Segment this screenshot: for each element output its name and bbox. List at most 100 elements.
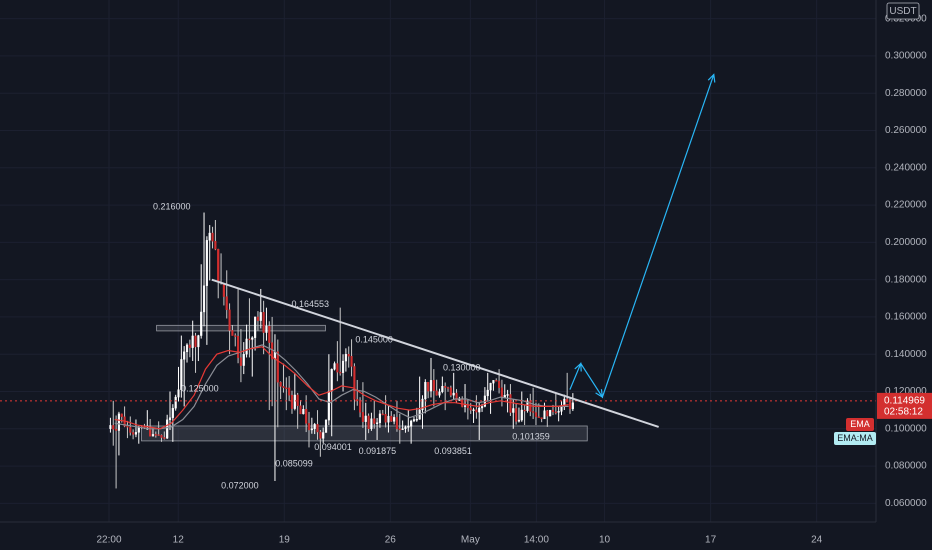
drawings [211,73,716,428]
candle-body [211,232,214,242]
candle-body [500,387,503,399]
candle-body [407,426,410,428]
candle-body [512,408,515,413]
candle-body [367,415,370,429]
support-zone[interactable] [141,425,588,442]
candle-body [194,335,197,348]
candle-body [358,400,362,413]
legend-ema-ma-label: EMA:MA [837,433,873,443]
candle-body [276,351,279,383]
candle-body [543,410,546,420]
candle-body [350,356,353,367]
candle-body [466,405,469,409]
candle-body [171,408,174,418]
candle-body [310,428,313,431]
candle-body [245,338,248,355]
candle-body [461,398,464,407]
candle-body [151,434,155,437]
descending-trendline[interactable] [211,278,659,428]
candle-body [424,381,427,400]
candle-body [180,359,183,390]
candle-body [288,387,291,396]
candle-body [188,344,191,348]
candle-body [234,335,237,337]
candle-body [302,409,305,415]
candle-body [376,422,379,424]
price-tick-label: 0.180000 [885,274,927,285]
candle-body [109,425,112,429]
price-tick-label: 0.060000 [885,498,927,509]
candle-body [446,387,450,389]
candle-body [421,398,424,411]
candle-body [381,413,384,416]
candle-body [486,389,489,397]
candle-body [222,283,225,297]
candle-body [319,431,322,439]
price-tick-label: 0.200000 [885,237,927,248]
candle-body [361,412,364,422]
candle-body [444,386,447,388]
candle-body [168,417,172,421]
price-tick-label: 0.120000 [885,386,927,397]
candle-body [322,432,325,439]
candle-body [393,417,396,422]
price-annotation-ann-093: 0.093851 [434,446,472,456]
price-tick-label: 0.160000 [885,312,927,323]
candle-body [568,401,572,410]
candle-body [398,428,401,431]
candle-body [248,338,251,341]
indicator-lines [0,344,876,430]
candle-body [353,366,356,400]
ema-line [114,346,569,430]
candle-body [208,232,211,241]
candle-body [202,285,206,313]
price-annotation-ann-085: 0.085099 [275,458,313,468]
candle-body [404,426,407,429]
currency-tag[interactable]: USDT [886,2,920,20]
time-tick-label: 10 [599,535,611,546]
time-tick-label: 22:00 [96,535,121,546]
candle-body [228,309,231,331]
candle-body [554,411,557,414]
candle-body [285,387,288,390]
price-annotation-ann-101: 0.101359 [512,432,550,442]
candle-body [546,410,549,417]
price-tick-label: 0.080000 [885,461,927,472]
candle-body [523,409,526,412]
candle-body [239,357,242,366]
price-annotation-ann-216: 0.216000 [153,201,191,211]
legend: EMA EMA:MA [834,418,876,445]
candle-body [117,413,121,431]
time-tick-label: 12 [173,535,185,546]
candle-body [242,354,245,366]
price-annotation-ann-094a: 0.094001 [314,442,352,452]
candle-body [515,408,518,422]
candle-body [534,412,538,417]
candle-body [435,390,438,396]
currency-tag-box [886,2,920,20]
time-axis[interactable]: 22:00 12 19 26 May 14:00 10 17 24 [96,535,822,546]
candle-body [571,402,574,410]
candle-body [356,399,359,402]
candle-body [463,405,467,407]
candle-body [129,426,132,433]
candle-body [237,335,240,358]
candle-body [251,337,254,340]
candle-body [347,354,350,357]
current-price-countdown: 02:58:12 [884,407,923,418]
candle-body [293,394,296,409]
candle-body [185,344,189,353]
price-annotation-ann-091: 0.091875 [359,446,397,456]
candle-body [532,411,535,413]
candle-body [290,395,294,409]
candle-body [262,312,265,333]
time-tick-label: 17 [705,535,717,546]
candle-body [441,386,444,393]
candle-body [126,425,129,428]
projection-path[interactable] [569,74,715,399]
candle-body [157,434,160,436]
candle-body [540,417,543,420]
